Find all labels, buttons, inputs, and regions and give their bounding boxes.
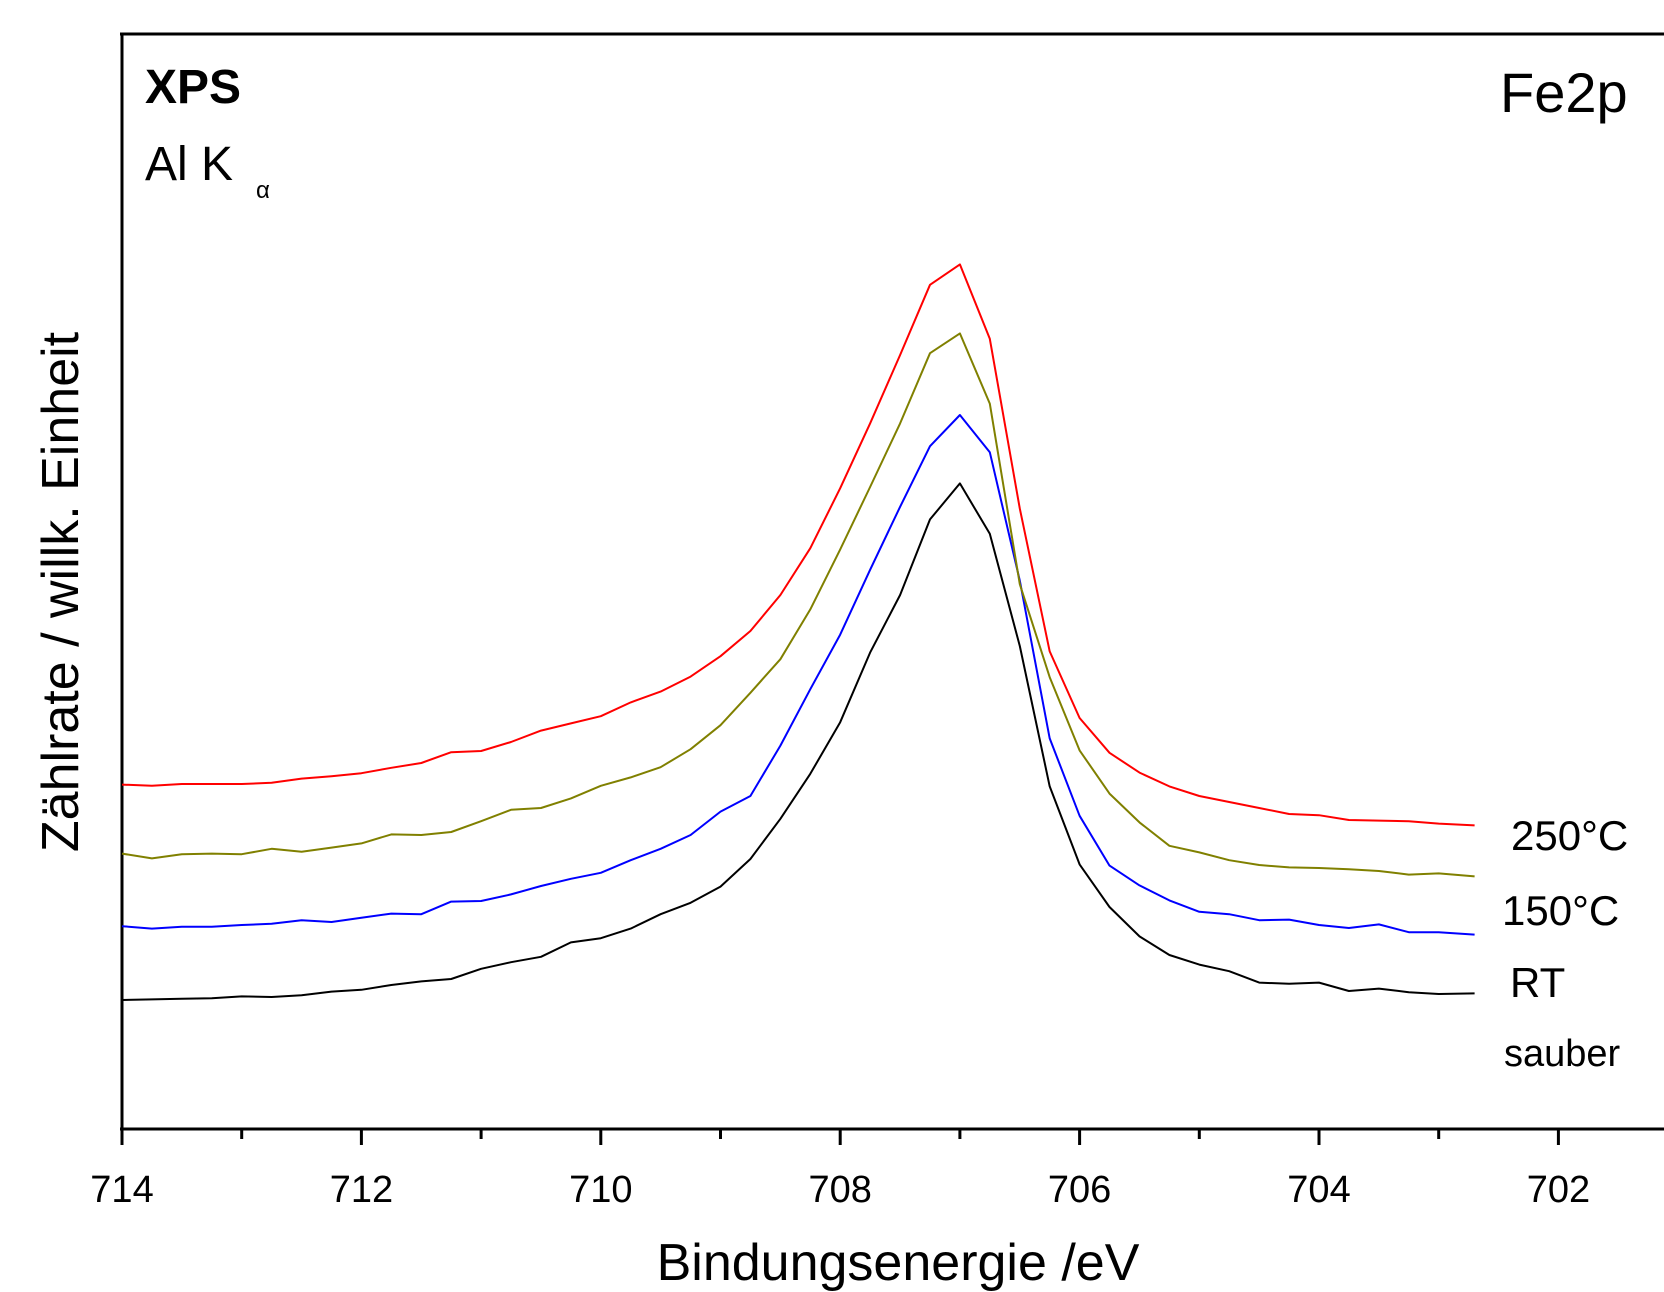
series-label-150: 150°C — [1502, 887, 1619, 934]
series-line-150c — [121, 332, 1475, 878]
series-lines — [121, 263, 1475, 1001]
x-ticks: 714 712 710 708 706 704 702 — [90, 1129, 1590, 1211]
x-tick-label: 706 — [1048, 1169, 1111, 1211]
x-tick-label: 708 — [808, 1169, 871, 1211]
x-tick-label: 710 — [569, 1169, 632, 1211]
method-label: XPS — [145, 61, 241, 114]
x-tick-label: 704 — [1287, 1169, 1350, 1211]
y-axis-title: Zählrate / willk. Einheit — [32, 331, 90, 852]
source-subscript: α — [256, 177, 270, 204]
series-label-rt: RT — [1510, 959, 1565, 1006]
x-axis-title: Bindungsenergie /eV — [657, 1234, 1140, 1292]
x-tick-label: 702 — [1527, 1169, 1590, 1211]
x-tick-label: 712 — [330, 1169, 393, 1211]
series-line-rt — [121, 414, 1475, 936]
region-label: Fe2p — [1500, 61, 1628, 124]
x-tick-label: 714 — [90, 1169, 153, 1211]
series-label-sauber: sauber — [1504, 1033, 1621, 1075]
series-label-250: 250°C — [1511, 812, 1628, 859]
series-line-sauber — [121, 482, 1475, 1001]
series-line-250c — [121, 263, 1475, 827]
source-label: Al K — [145, 138, 233, 191]
